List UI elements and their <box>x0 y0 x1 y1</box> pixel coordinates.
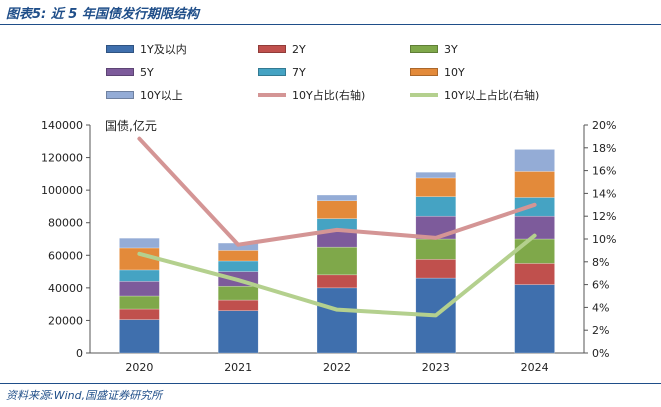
bar-segment-10y <box>415 177 457 197</box>
y-tick-label-left: 20000 <box>48 314 83 327</box>
bar-segment-1y <box>316 287 358 354</box>
y-tick-label-left: 100000 <box>41 184 83 197</box>
y-tick-label-left: 60000 <box>48 249 83 262</box>
bar-segment-3y <box>119 295 160 310</box>
y-tick-label-left: 0 <box>76 347 83 360</box>
legend-line-10y-share <box>258 93 286 97</box>
bar-segment-1y <box>217 310 259 354</box>
bar-segment-2y <box>119 308 160 320</box>
legend-label-5y: 5Y <box>140 65 154 79</box>
series-line-10y-share <box>137 136 537 247</box>
y-tick-label-right: 10% <box>592 233 616 246</box>
y-tick-label-right: 14% <box>592 187 616 200</box>
legend-label-10y-share: 10Y占比(右轴) <box>292 89 366 102</box>
bar-segment-2y <box>316 274 358 289</box>
lines-layer <box>137 136 537 318</box>
x-tick-label: 2020 <box>125 361 153 374</box>
bar-segment-10y <box>514 171 555 198</box>
y-tick-label-left: 40000 <box>48 282 83 295</box>
bar-segment-3y <box>217 285 259 301</box>
source-note: 资料来源:Wind,国盛证券研究所 <box>6 389 163 402</box>
y-tick-label-left: 120000 <box>41 152 83 165</box>
legend-label-10y-plus-share: 10Y以上占比(右轴) <box>444 89 540 102</box>
legend-swatch-10y-plus <box>106 91 134 99</box>
x-tick-label: 2024 <box>521 361 549 374</box>
bar-segment-1y <box>514 284 555 354</box>
y-tick-label-right: 0% <box>592 347 609 360</box>
bar-segment-3y <box>316 246 358 276</box>
legend-item-10y: 10Y <box>410 65 465 79</box>
y-tick-label-right: 4% <box>592 301 609 314</box>
bar-segment-2y <box>415 259 457 279</box>
y-tick-label-right: 8% <box>592 256 609 269</box>
bottom-rule <box>0 383 661 384</box>
bar-segment-2y <box>514 263 555 285</box>
bar-segment-10y <box>217 250 259 262</box>
bar-segment-5y <box>119 281 160 297</box>
legend-swatch-1y <box>106 45 134 53</box>
legend-item-3y: 3Y <box>410 42 458 56</box>
x-tick-label: 2021 <box>224 361 252 374</box>
bar-segment-3y <box>415 238 457 260</box>
legend-line-10y-plus-share <box>410 93 438 97</box>
legend-swatch-7y <box>258 68 286 76</box>
y-tick-label-right: 2% <box>592 324 609 337</box>
bar-segment-2y <box>217 299 259 311</box>
top-rule <box>0 24 661 25</box>
legend-item-5y: 5Y <box>106 65 154 79</box>
chart-legend: 1Y及以内 2Y 3Y 5Y 7Y 10Y 10Y以上 10Y占比(右轴) 10… <box>0 0 661 110</box>
y-tick-label-right: 6% <box>592 279 609 292</box>
x-tick-label: 2023 <box>422 361 450 374</box>
x-tick-label: 2022 <box>323 361 351 374</box>
legend-swatch-3y <box>410 45 438 53</box>
legend-item-10y-plus: 10Y以上 <box>106 88 183 102</box>
legend-swatch-5y <box>106 68 134 76</box>
bars-layer <box>119 149 555 354</box>
legend-item-1y: 1Y及以内 <box>106 42 187 56</box>
y-tick-label-right: 12% <box>592 210 616 223</box>
bar-segment-10y <box>316 200 358 219</box>
legend-item-7y: 7Y <box>258 65 306 79</box>
legend-label-1y: 1Y及以内 <box>140 43 187 56</box>
y-tick-label-right: 16% <box>592 165 616 178</box>
legend-label-2y: 2Y <box>292 42 306 56</box>
bar-segment-10y-plus <box>316 194 358 201</box>
y-tick-label-left: 140000 <box>41 119 83 132</box>
series-line-10y-plus-share <box>137 233 537 318</box>
unit-label: 国债,亿元 <box>105 119 157 133</box>
legend-label-7y: 7Y <box>292 65 306 79</box>
bar-segment-1y <box>119 319 160 354</box>
bar-segment-10y-plus <box>415 171 457 179</box>
legend-label-10y-plus: 10Y以上 <box>140 89 183 102</box>
bar-segment-7y <box>217 260 259 272</box>
chart-title: 图表5: 近 5 年国债发行期限结构 <box>6 7 199 22</box>
bar-segment-10y-plus <box>514 149 555 172</box>
y-tick-label-right: 18% <box>592 142 616 155</box>
legend-item-10y-share: 10Y占比(右轴) <box>258 88 365 102</box>
legend-item-2y: 2Y <box>258 42 306 56</box>
y-tick-label-right: 20% <box>592 119 616 132</box>
bar-segment-7y <box>415 196 457 217</box>
bar-segment-3y <box>514 238 555 264</box>
bar-segment-10y-plus <box>119 237 160 249</box>
legend-swatch-10y <box>410 68 438 76</box>
y-tick-label-left: 80000 <box>48 217 83 230</box>
legend-label-10y: 10Y <box>444 65 465 79</box>
legend-swatch-2y <box>258 45 286 53</box>
legend-item-10y-plus-share: 10Y以上占比(右轴) <box>410 88 539 102</box>
bar-segment-7y <box>119 269 160 282</box>
legend-label-3y: 3Y <box>444 42 458 56</box>
